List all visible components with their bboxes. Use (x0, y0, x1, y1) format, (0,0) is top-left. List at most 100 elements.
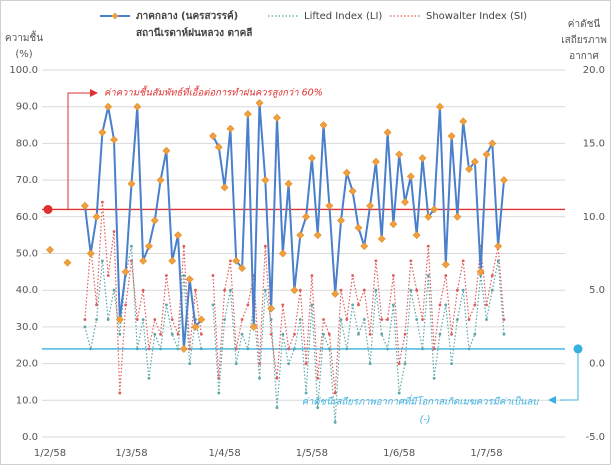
legend-label: Showalter Index (SI) (426, 11, 527, 22)
marker (482, 150, 491, 159)
y2-axis-title: อากาศ (569, 51, 599, 62)
marker (176, 347, 180, 351)
y2-tick-label: 15.0 (583, 138, 605, 149)
y2-tick-label: -5.0 (585, 432, 605, 443)
marker (273, 113, 281, 122)
x-tick-label: 1/7/58 (470, 448, 502, 459)
marker (438, 303, 442, 307)
marker (182, 274, 186, 277)
annotation: ค่าดัชนีเสถียรภาพอากาศที่มีโอกาสเกิดเมฆค… (302, 395, 540, 408)
marker (263, 288, 267, 292)
marker (118, 332, 122, 336)
marker (63, 258, 72, 267)
legend-label: Lifted Index (LI) (304, 11, 382, 22)
marker (465, 165, 473, 174)
x-tick-label: 1/6/58 (383, 448, 415, 459)
marker (374, 259, 378, 263)
marker (473, 332, 477, 336)
marker (275, 406, 279, 410)
marker (453, 212, 462, 221)
arrow-head (548, 396, 556, 404)
marker (421, 347, 424, 351)
marker (112, 288, 116, 292)
marker (438, 332, 442, 336)
series-line (84, 202, 505, 394)
marker (214, 143, 223, 151)
x-tick-label: 1/5/58 (296, 448, 328, 459)
marker (197, 315, 206, 324)
marker (267, 304, 276, 313)
marker (168, 256, 177, 265)
marker (269, 318, 273, 321)
marker (485, 303, 488, 307)
marker (127, 179, 136, 188)
marker (234, 347, 238, 351)
marker (380, 332, 384, 336)
y-tick-label: 60.0 (16, 212, 38, 223)
marker (322, 332, 325, 336)
marker (147, 376, 151, 380)
marker (432, 347, 436, 351)
marker (199, 347, 203, 351)
marker (362, 318, 366, 321)
marker (238, 264, 246, 273)
marker (386, 347, 389, 351)
marker (281, 303, 285, 307)
marker (135, 347, 139, 351)
marker (444, 274, 448, 277)
marker (327, 347, 331, 351)
marker (380, 318, 384, 321)
marker (194, 288, 197, 292)
marker (130, 244, 133, 248)
marker (153, 318, 157, 321)
marker (409, 259, 413, 263)
marker (351, 303, 355, 307)
marker (255, 99, 264, 107)
annotation: ค่าความชื้นสัมพัทธ์ที่เอื้อต่อการทำฝนควร… (104, 85, 323, 99)
marker (112, 230, 116, 233)
marker (432, 376, 436, 380)
marker (316, 406, 320, 410)
marker (496, 259, 500, 263)
arrow-head (90, 89, 98, 97)
y-tick-label: 50.0 (16, 249, 38, 260)
y-tick-label: 0.0 (22, 432, 38, 443)
marker (476, 267, 485, 276)
y2-axis-title: ค่าดัชนี (568, 18, 601, 30)
marker (229, 288, 232, 292)
marker (281, 332, 285, 336)
marker (406, 172, 415, 181)
annotation: (-) (420, 415, 431, 426)
marker (348, 187, 357, 196)
marker (307, 154, 316, 163)
marker (278, 249, 287, 258)
marker (115, 315, 124, 324)
marker (182, 244, 186, 248)
marker (284, 179, 293, 188)
marker (141, 288, 145, 292)
marker (444, 303, 448, 307)
annotation-arrow (67, 92, 92, 210)
marker (165, 274, 168, 277)
marker (354, 223, 363, 232)
y-tick-label: 100.0 (9, 65, 38, 76)
marker (287, 362, 291, 365)
marker (459, 117, 468, 126)
marker (430, 205, 439, 214)
marker (223, 318, 227, 321)
marker (165, 303, 168, 307)
marker (269, 332, 273, 336)
marker (100, 259, 104, 263)
marker (368, 362, 372, 365)
marker (494, 242, 503, 251)
marker (135, 318, 139, 321)
marker (383, 128, 392, 137)
marker (333, 420, 337, 424)
marker (322, 318, 325, 321)
marker (179, 344, 188, 353)
marker (98, 128, 107, 137)
marker (83, 318, 87, 321)
marker (141, 318, 145, 321)
marker (415, 288, 419, 292)
